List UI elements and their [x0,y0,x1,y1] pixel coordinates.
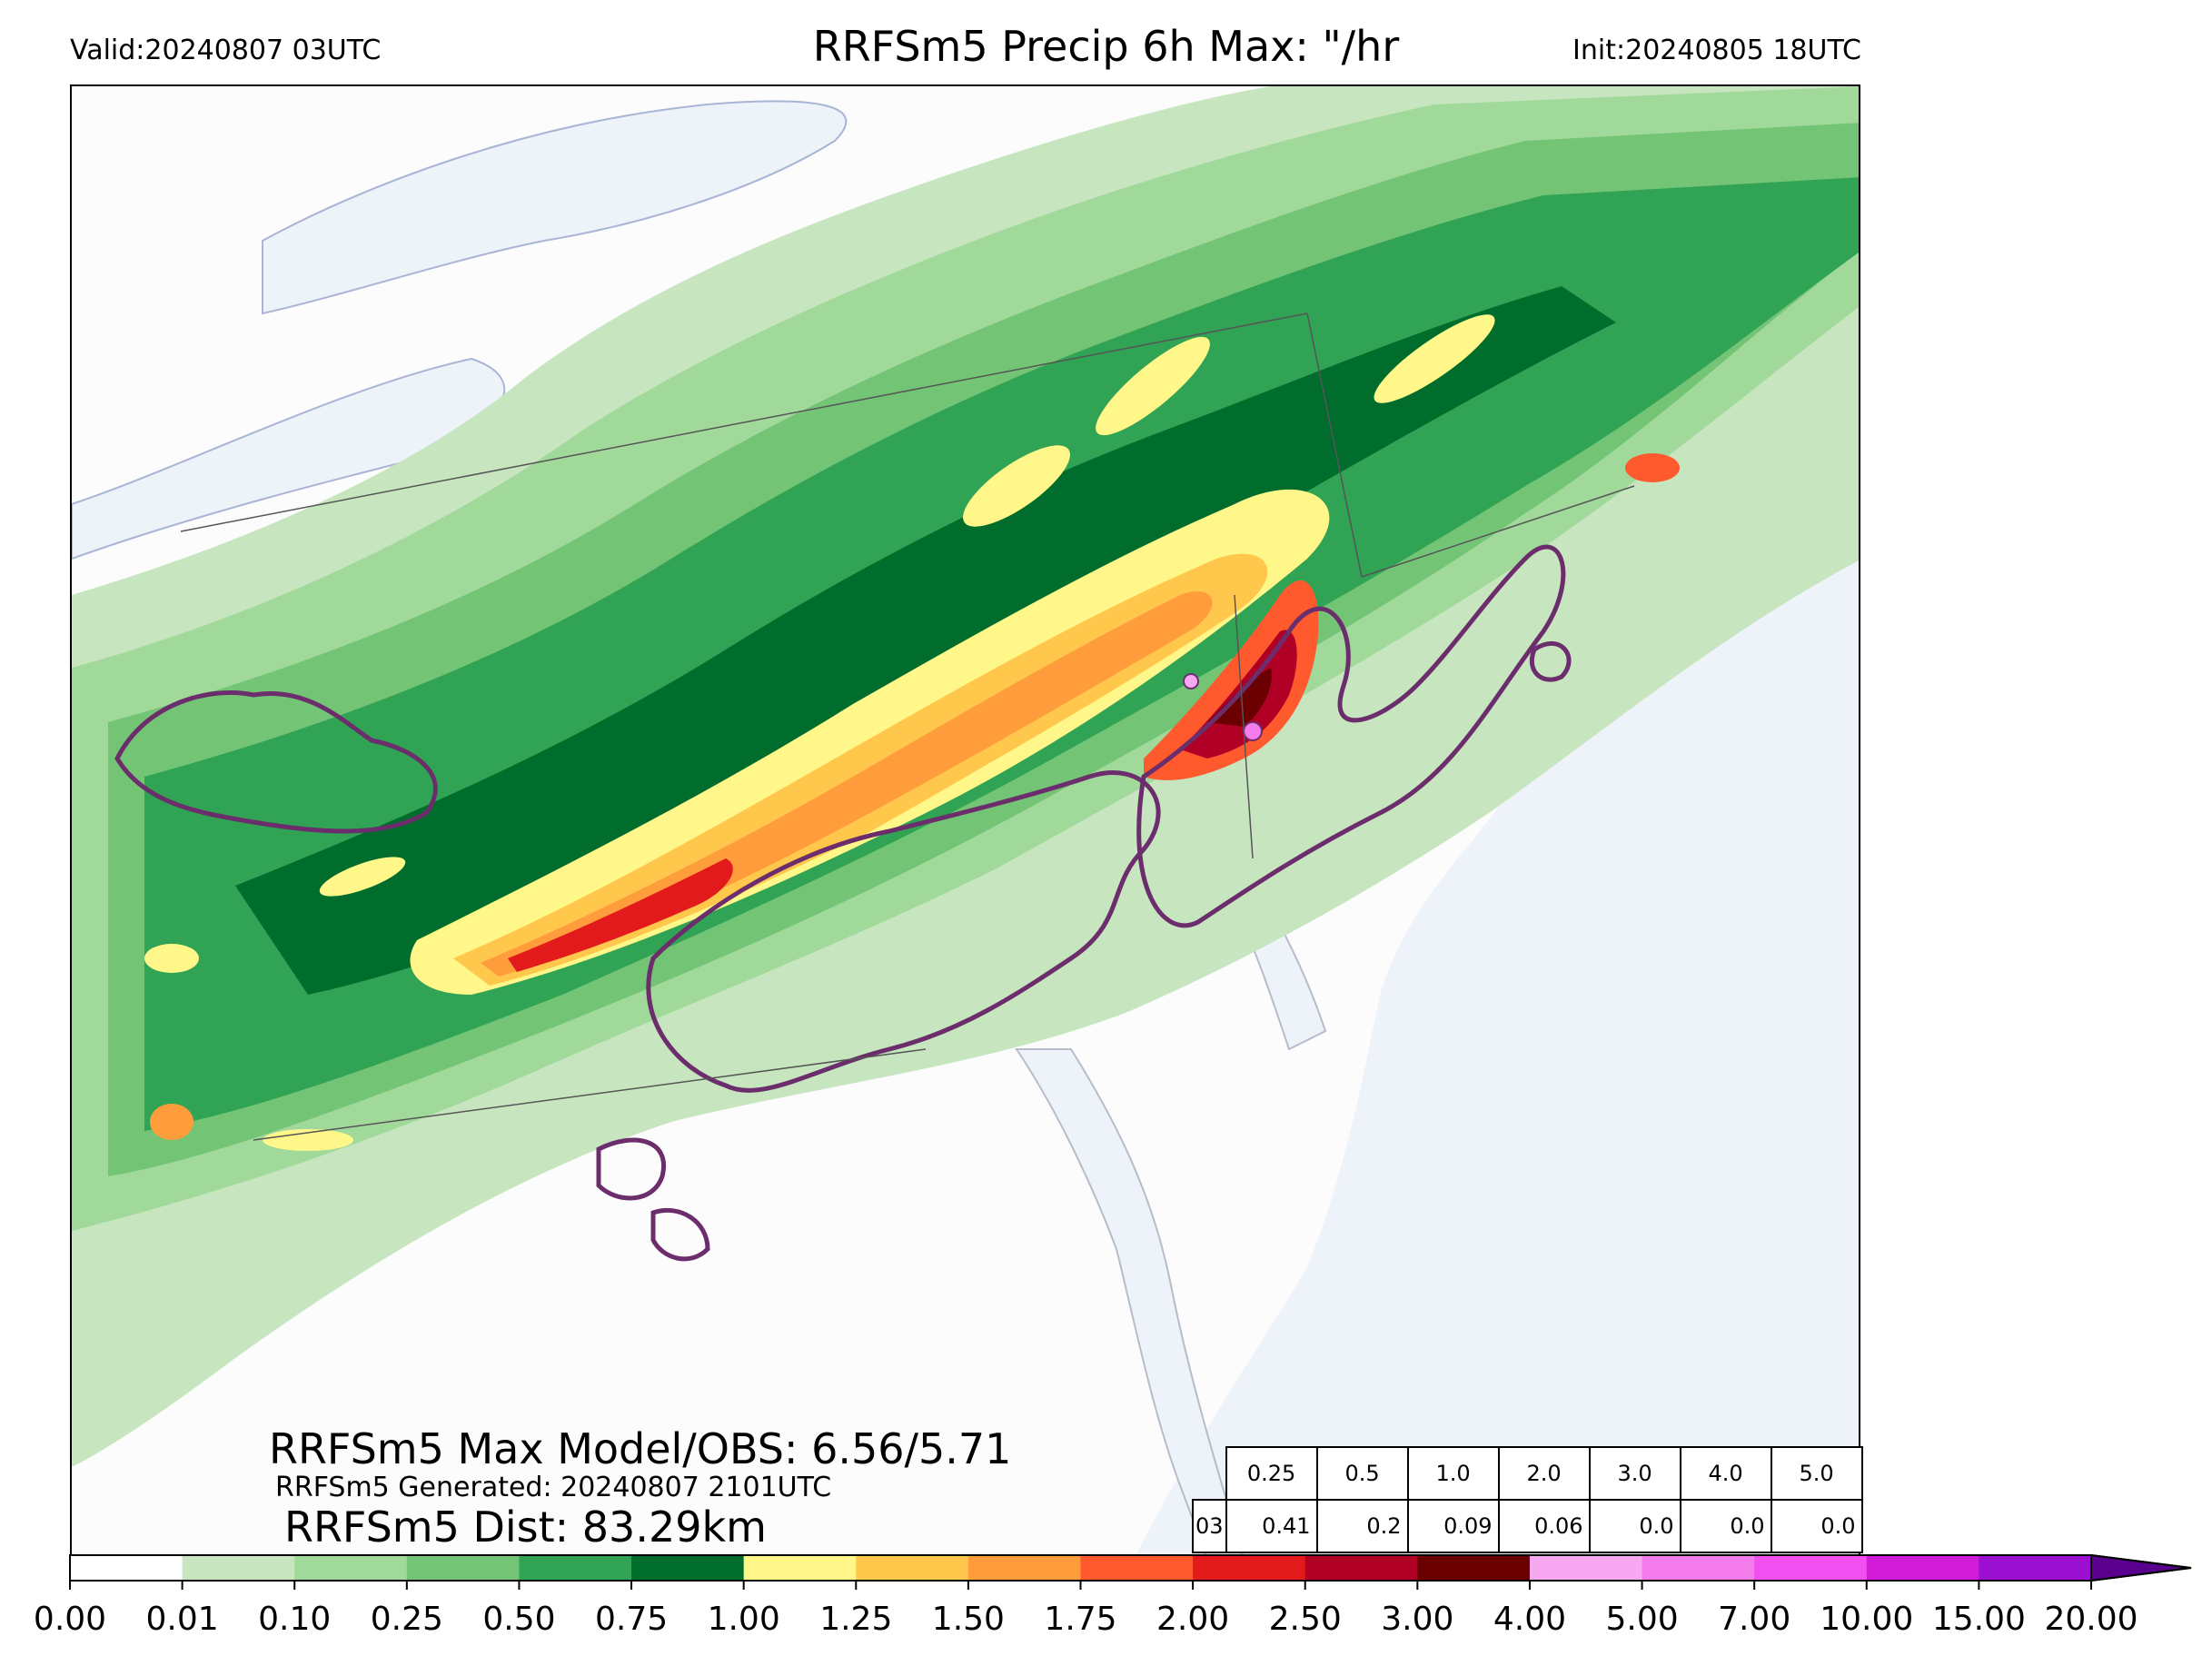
threshold-cell: 0.25 [1225,1446,1318,1501]
colorbar-swatch [1642,1555,1755,1581]
row-label: 03 [1192,1499,1227,1553]
colorbar-tick-label: 2.50 [1268,1601,1342,1638]
max-model-obs: RRFSm5 Max Model/OBS: 6.56/5.71 [269,1424,1012,1473]
colorbar-swatch [1529,1555,1643,1581]
obs-contour [1136,544,1566,928]
colorbar-tick-label: 0.75 [594,1601,669,1638]
colorbar-tick-label: 0.00 [33,1601,107,1638]
obs-contour [650,1207,710,1262]
colorbar-swatch [1866,1555,1979,1581]
colorbar-tick-label: 2.00 [1156,1601,1230,1638]
colorbar-tick-label: 0.01 [145,1601,219,1638]
atlantic-ocean [1136,479,1859,1554]
colorbar-swatch [519,1555,632,1581]
colorbar-tick-label: 1.50 [931,1601,1005,1638]
model-distance: RRFSm5 Dist: 83.29km [284,1502,767,1552]
colorbar-swatch [182,1555,295,1581]
precip-cell [150,1104,193,1140]
colorbar-frame [69,1554,2192,1582]
value-cell: 0.2 [1315,1499,1409,1553]
map-canvas [72,86,1859,1554]
threshold-cell: 4.0 [1679,1446,1772,1501]
colorbar-swatch [967,1555,1081,1581]
value-cell: 0.09 [1406,1499,1500,1553]
obs-contour [1529,641,1572,682]
value-cell: 0.41 [1225,1499,1318,1553]
colorbar-swatch [70,1555,184,1581]
threshold-table: 0.25 0.5 1.0 2.0 3.0 4.0 5.0 03 0.41 0.2… [1192,1446,1863,1553]
value-cell: 0.0 [1588,1499,1681,1553]
chesapeake-bay [1015,1048,1244,1554]
colorbar-tick-label: 1.25 [819,1601,893,1638]
precip-map [70,84,1860,1556]
colorbar-swatch [1080,1555,1194,1581]
precip-cell [1374,314,1495,403]
colorbar-tick-label: 0.10 [258,1601,332,1638]
colorbar-tick-label: 3.00 [1381,1601,1454,1638]
precip-extreme-cell [1183,673,1199,689]
init-time: Init:20240805 18UTC [1572,35,1861,66]
threshold-cell: 5.0 [1770,1446,1863,1501]
value-cell: 0.06 [1497,1499,1591,1553]
threshold-header-row: 0.25 0.5 1.0 2.0 3.0 4.0 5.0 [1193,1446,1863,1501]
precip-extreme-cell [1243,721,1263,741]
colorbar-tick-label: 1.75 [1044,1601,1117,1638]
threshold-value-row: 03 0.41 0.2 0.09 0.06 0.0 0.0 0.0 [1192,1499,1863,1553]
obs-contour [114,690,438,834]
precip-max-cell [1144,580,1319,780]
colorbar-tick-label: 5.00 [1605,1601,1679,1638]
threshold-cell: 3.0 [1588,1446,1681,1501]
colorbar-tick-label: 20.00 [2044,1601,2138,1638]
colorbar-swatch [1754,1555,1868,1581]
precip-cell [144,944,199,973]
colorbar-swatch [631,1555,745,1581]
state-border [180,312,1635,1141]
threshold-cell: 0.5 [1315,1446,1409,1501]
lake-ontario-water [262,100,848,315]
colorbar-swatch [743,1555,857,1581]
precip-cell [263,1129,353,1151]
colorbar-swatch [1979,1555,2092,1581]
valid-time: Valid:20240807 03UTC [70,35,382,66]
precip-cell [1096,336,1210,436]
colorbar-swatch [1417,1555,1531,1581]
colorbar-swatch [1193,1555,1306,1581]
precip-cell [963,445,1070,527]
colorbar-tick-label: 7.00 [1718,1601,1791,1638]
precip-cell [319,857,406,897]
value-cell: 0.0 [1679,1499,1772,1553]
generated-time: RRFSm5 Generated: 20240807 2101UTC [275,1472,832,1503]
colorbar-tick-label: 0.50 [482,1601,556,1638]
threshold-cell: 1.0 [1406,1446,1500,1501]
colorbar-tick-label: 15.00 [1931,1601,2026,1638]
colorbar-tick-label: 4.00 [1493,1601,1567,1638]
table-corner [1193,1447,1226,1500]
colorbar-tick-label: 0.25 [370,1601,443,1638]
threshold-cell: 2.0 [1497,1446,1591,1501]
colorbar-swatch [294,1555,408,1581]
map-title: RRFSm5 Precip 6h Max: "/hr [812,22,1400,71]
precip-red-cell [508,858,733,972]
colorbar-tick-label: 10.00 [1820,1601,1914,1638]
colorbar-swatch [856,1555,969,1581]
precip-darkorange-band [481,590,1213,977]
colorbar-swatch [1304,1555,1418,1581]
obs-contour [596,1137,666,1201]
colorbar-extend-arrow [2090,1553,2192,1582]
colorbar-tick-label: 1.00 [707,1601,780,1638]
obs-contour [646,770,1161,1093]
precip-green5-core [235,286,1616,995]
value-cell: 0.0 [1770,1499,1863,1553]
precip-cell [1625,453,1680,482]
colorbar-swatch [406,1555,520,1581]
